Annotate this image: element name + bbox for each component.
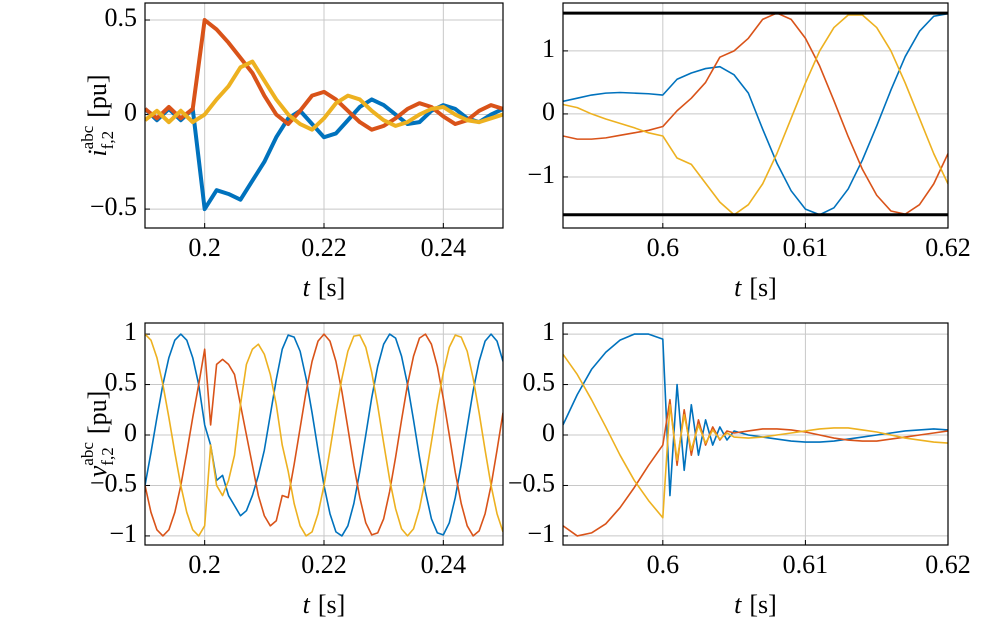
series-line	[563, 398, 948, 537]
series-line	[563, 333, 948, 497]
y-label-sub: f,2	[98, 447, 117, 465]
series-line	[145, 333, 503, 537]
y-label-sub: f,2	[98, 131, 117, 149]
x-label-unit: [s]	[749, 273, 776, 302]
plot-lines	[563, 11, 948, 217]
x-label-symbol: t	[734, 273, 742, 302]
y-tick-label: 0.5	[105, 3, 138, 32]
subplot: 0.2 0.22 0.24 0.5 0 −0.5 t [s] iabcf,2 [pu]	[78, 2, 504, 302]
series-line	[145, 18, 503, 132]
series-line	[563, 12, 948, 215]
y-tick-label: −1	[109, 519, 137, 548]
x-tick-label: 0.61	[783, 233, 829, 262]
x-label-symbol: t	[734, 590, 742, 619]
y-tick-label: −0.5	[90, 468, 137, 497]
x-axis-label: t [s]	[303, 590, 346, 619]
y-tick-label: 0	[542, 418, 555, 447]
y-tick-label: 0.5	[105, 368, 138, 397]
y-label-sup: abc	[78, 125, 97, 149]
plot-lines	[563, 333, 948, 537]
x-tick-label: 0.2	[188, 233, 221, 262]
x-tick-label: 0.2	[188, 550, 221, 579]
subplot: 0.6 0.61 0.62 1 0.5 0 −0.5 −1 t [s]	[508, 317, 971, 619]
x-tick-label: 0.22	[301, 550, 347, 579]
x-tick-label: 0.6	[647, 550, 680, 579]
y-axis-label: vabcf,2 [pu]	[78, 391, 117, 477]
series-line	[145, 333, 503, 537]
axes-frame	[562, 322, 949, 546]
x-tick-label: 0.62	[925, 233, 971, 262]
x-label-unit: [s]	[318, 590, 345, 619]
series-line	[563, 14, 948, 216]
x-tick-label: 0.61	[783, 550, 829, 579]
y-label-unit: [pu]	[83, 74, 112, 117]
y-tick-label: 0.5	[523, 368, 556, 397]
x-axis-label: t [s]	[734, 590, 777, 619]
axes-frame	[562, 2, 949, 229]
plot-lines	[145, 333, 503, 537]
x-tick-label: 0.6	[647, 233, 680, 262]
y-label-symbol: v	[83, 465, 112, 477]
x-axis-label: t [s]	[303, 273, 346, 302]
y-tick-label: −1	[527, 160, 555, 189]
x-tick-label: 0.24	[421, 233, 467, 262]
series-line	[145, 59, 503, 132]
plot-area	[563, 323, 948, 545]
y-tick-label: 0	[124, 98, 137, 127]
series-line	[563, 353, 948, 519]
subplot: 0.6 0.61 0.62 1 0 −1 t [s]	[527, 2, 971, 302]
y-label-unit: [pu]	[83, 391, 112, 434]
y-tick-label: 0	[124, 418, 137, 447]
x-tick-label: 0.62	[925, 550, 971, 579]
axes-frame	[144, 322, 504, 546]
y-tick-label: 1	[542, 317, 555, 346]
y-tick-label: −0.5	[90, 192, 137, 221]
axes-frame	[144, 2, 504, 229]
y-tick-label: −0.5	[508, 468, 555, 497]
y-tick-label: 1	[542, 34, 555, 63]
x-label-unit: [s]	[318, 273, 345, 302]
x-tick-label: 0.22	[301, 233, 347, 262]
y-axis-label: iabcf,2 [pu]	[78, 74, 117, 156]
x-tick-label: 0.24	[421, 550, 467, 579]
y-label-symbol: i	[83, 149, 112, 156]
y-tick-label: −1	[527, 519, 555, 548]
series-line	[563, 12, 948, 216]
x-label-unit: [s]	[749, 590, 776, 619]
subplot: 0.2 0.22 0.24 1 0.5 0 −0.5 −1 t [s] vabcf,2 [pu]	[78, 317, 504, 619]
x-label-symbol: t	[303, 273, 311, 302]
x-axis-label: t [s]	[734, 273, 777, 302]
x-label-symbol: t	[303, 590, 311, 619]
plot-lines	[145, 18, 503, 212]
y-label-sup: abc	[78, 442, 97, 466]
y-tick-label: 0	[542, 97, 555, 126]
y-tick-label: 1	[124, 317, 137, 346]
